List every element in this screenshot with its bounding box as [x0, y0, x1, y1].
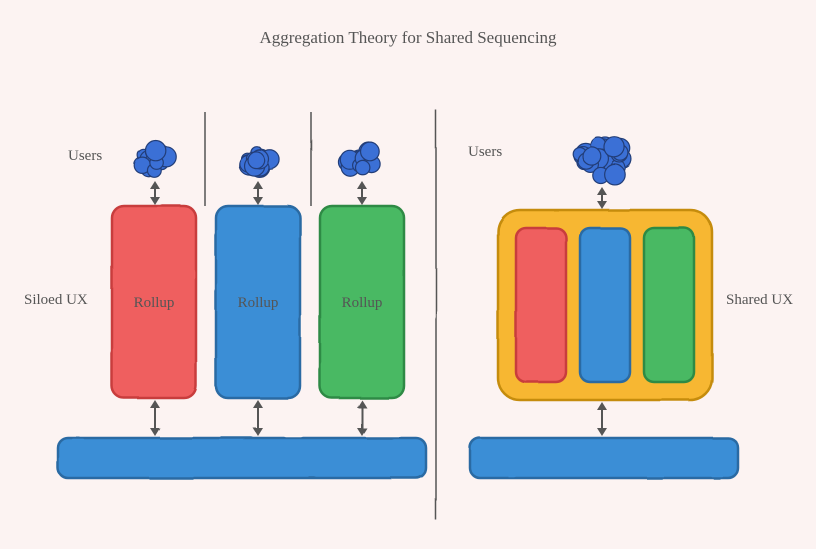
left-users-cluster-2: [338, 142, 380, 176]
left-users-cluster-1: [239, 147, 279, 178]
label-left-users: Users: [68, 148, 102, 164]
diagram-canvas: Rollup Rollup Rollup Users Users Siloed UX Sha…: [0, 0, 816, 549]
right-inner-rollup-1: [580, 228, 630, 382]
right-arrow-1-head-up: [597, 402, 607, 410]
right-inner-rollup-0: [516, 228, 566, 382]
left-arrow-4-head-up: [253, 400, 263, 408]
left-arrow-3-head-up: [150, 400, 160, 408]
left-arrow-2-head-up: [357, 181, 367, 189]
left-rollup-label-0: Rollup: [134, 295, 175, 311]
left-arrow-5-head-down: [357, 428, 367, 436]
right-arrow-0-head-up: [597, 187, 607, 195]
right-users-cluster: [573, 137, 632, 185]
right-base: [470, 438, 738, 478]
left-arrow-4-head-down: [253, 428, 263, 436]
label-right-users: Users: [468, 144, 502, 160]
left-users-cluster-0: [134, 140, 176, 177]
right-arrow-1-head-down: [597, 428, 607, 436]
label-siloed: Siloed UX: [24, 292, 88, 308]
right-inner-rollup-2: [644, 228, 694, 382]
left-arrow-2-head-down: [357, 197, 367, 205]
left-rollup-label-1: Rollup: [238, 295, 279, 311]
left-arrow-1-head-down: [253, 197, 263, 205]
left-rollup-label-2: Rollup: [342, 295, 383, 311]
left-base: [58, 438, 426, 478]
left-arrow-3-head-down: [150, 428, 160, 436]
right-arrow-0-head-down: [597, 201, 607, 209]
left-arrow-0-head-up: [150, 181, 160, 189]
left-arrow-5-head-up: [357, 400, 367, 408]
left-arrow-0-head-down: [150, 197, 160, 205]
label-shared: Shared UX: [726, 292, 793, 308]
left-arrow-1-head-up: [253, 181, 263, 189]
